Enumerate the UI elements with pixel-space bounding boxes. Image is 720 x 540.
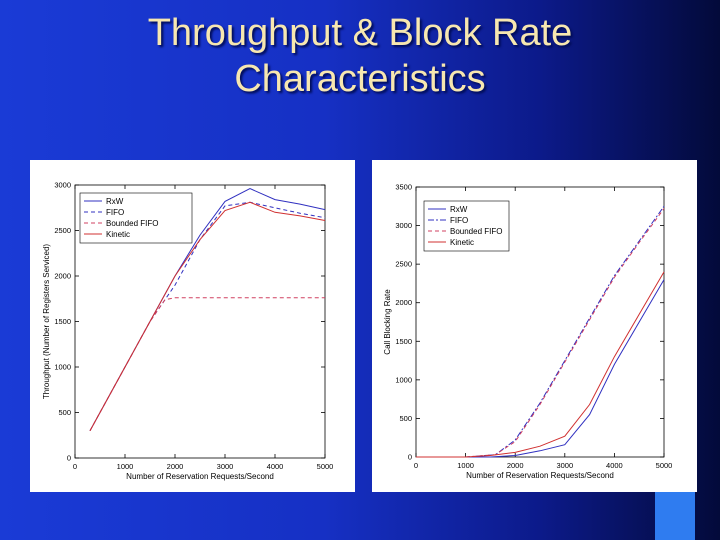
blocking-x-tick-label: 3000	[556, 461, 573, 470]
blocking-legend-label: RxW	[450, 205, 468, 214]
blocking-legend-label: Bounded FIFO	[450, 227, 502, 236]
throughput-legend-label: RxW	[106, 197, 124, 206]
throughput-legend-label: Bounded FIFO	[106, 219, 158, 228]
throughput-y-tick-label: 2500	[54, 226, 71, 235]
blocking-y-tick-label: 500	[399, 414, 412, 423]
blocking-plot-frame	[415, 186, 665, 458]
blocking-rate-chart: 0 1000 2000 3000 4000 5000 0 500 1000 1500 2000 250…	[383, 183, 673, 481]
throughput-y-tick-label: 3000	[54, 181, 71, 190]
throughput-y-tick-label: 0	[67, 454, 71, 463]
throughput-legend-label: Kinetic	[106, 230, 130, 239]
blocking-y-tick-label: 0	[408, 453, 412, 462]
throughput-x-tick-label: 4000	[267, 462, 284, 471]
throughput-x-axis-label: Number of Reservation Requests/Second	[126, 472, 274, 481]
throughput-x-tick-label: 0	[73, 462, 77, 471]
blocking-x-tick-label: 1000	[457, 461, 474, 470]
blocking-y-tick-label: 3500	[395, 183, 412, 192]
throughput-chart-panel: 0 1000 2000 3000 4000 5000 0 500 1000 1500 2000 250…	[30, 160, 355, 492]
slide-title-line-2: Characteristics	[234, 58, 486, 100]
throughput-y-tick-label: 1000	[54, 363, 71, 372]
throughput-y-tick-label: 500	[58, 408, 71, 417]
blocking-y-axis-label: Call Blocking Rate	[383, 289, 392, 355]
blocking-legend-label: Kinetic	[450, 238, 474, 247]
blocking-x-tick-label: 0	[414, 461, 418, 470]
throughput-series-line-kinetic	[89, 201, 326, 431]
throughput-chart: 0 1000 2000 3000 4000 5000 0 500 1000 1500 2000 250…	[42, 181, 334, 482]
throughput-x-tick-label: 1000	[117, 462, 134, 471]
throughput-y-tick-label: 1500	[54, 317, 71, 326]
throughput-y-tick-label: 2000	[54, 272, 71, 281]
throughput-x-tick-label: 3000	[217, 462, 234, 471]
throughput-x-tick-label: 5000	[317, 462, 334, 471]
blocking-y-tick-label: 2500	[395, 260, 412, 269]
blocking-y-tick-label: 2000	[395, 298, 412, 307]
throughput-series-line-bounded-fifo	[89, 297, 325, 431]
slide-title-line-1: Throughput & Block Rate	[147, 12, 573, 54]
throughput-legend-label: FIFO	[106, 208, 124, 217]
blocking-series-line-rxw	[416, 279, 665, 458]
slide-title: Throughput & Block Rate Characteristics	[0, 10, 720, 102]
throughput-x-tick-label: 2000	[167, 462, 184, 471]
blocking-y-tick-label: 1000	[395, 375, 412, 384]
blocking-series-line-kinetic	[416, 271, 665, 458]
blocking-x-tick-label: 4000	[606, 461, 623, 470]
blocking-rate-chart-panel: 0 1000 2000 3000 4000 5000 0 500 1000 1500 2000 250…	[372, 160, 697, 492]
blocking-y-tick-label: 1500	[395, 337, 412, 346]
blocking-legend-label: FIFO	[450, 216, 468, 225]
blocking-y-tick-label: 3000	[395, 221, 412, 230]
throughput-y-axis-label: Throughput (Number of Registers Serviced…	[42, 244, 51, 400]
blocking-x-tick-label: 2000	[507, 461, 524, 470]
blocking-x-axis-label: Number of Reservation Requests/Second	[466, 471, 614, 480]
blocking-x-tick-label: 5000	[656, 461, 673, 470]
